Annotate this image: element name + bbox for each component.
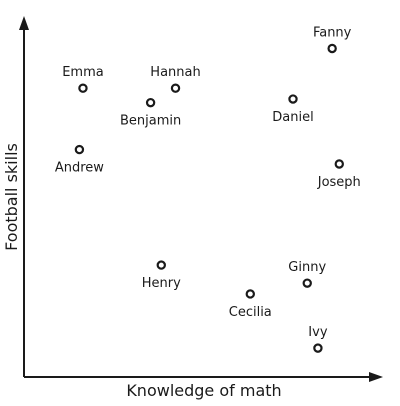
point-label: Cecilia bbox=[229, 305, 272, 320]
point-group: Henry bbox=[142, 260, 181, 291]
x-axis-arrow bbox=[369, 372, 383, 382]
point-group: Ginny bbox=[288, 260, 326, 288]
data-point bbox=[170, 83, 181, 93]
data-points: Emma Hannah Benjamin Andrew Fanny Daniel Josep… bbox=[55, 25, 361, 353]
point-group: Andrew bbox=[55, 144, 104, 176]
point-label: Fanny bbox=[313, 25, 352, 40]
point-label: Andrew bbox=[55, 161, 104, 176]
point-group: Emma bbox=[62, 65, 104, 93]
point-label: Emma bbox=[62, 65, 104, 80]
point-label: Ginny bbox=[288, 260, 326, 275]
data-point bbox=[156, 260, 166, 270]
point-label: Henry bbox=[142, 276, 181, 291]
data-point bbox=[313, 343, 323, 353]
y-axis-title: Football skills bbox=[2, 143, 21, 251]
point-group: Ivy bbox=[308, 325, 328, 353]
data-point bbox=[78, 83, 88, 93]
point-group: Hannah bbox=[150, 65, 201, 93]
data-point bbox=[74, 144, 85, 155]
x-axis-title: Knowledge of math bbox=[126, 381, 281, 400]
data-point bbox=[327, 43, 337, 54]
point-label: Benjamin bbox=[120, 114, 181, 129]
point-group: Joseph bbox=[317, 159, 361, 190]
point-group: Benjamin bbox=[120, 97, 181, 129]
point-label: Joseph bbox=[317, 175, 361, 190]
axes bbox=[19, 16, 383, 382]
point-label: Hannah bbox=[150, 65, 200, 80]
data-point bbox=[334, 159, 344, 169]
data-point bbox=[245, 289, 255, 299]
point-label: Daniel bbox=[272, 110, 313, 125]
y-axis-arrow bbox=[19, 16, 29, 30]
data-point bbox=[288, 94, 298, 104]
data-point bbox=[302, 278, 312, 288]
point-group: Daniel bbox=[272, 94, 314, 125]
data-point bbox=[145, 97, 156, 108]
point-group: Cecilia bbox=[229, 289, 272, 320]
point-group: Fanny bbox=[313, 25, 352, 54]
point-label: Ivy bbox=[308, 325, 328, 340]
